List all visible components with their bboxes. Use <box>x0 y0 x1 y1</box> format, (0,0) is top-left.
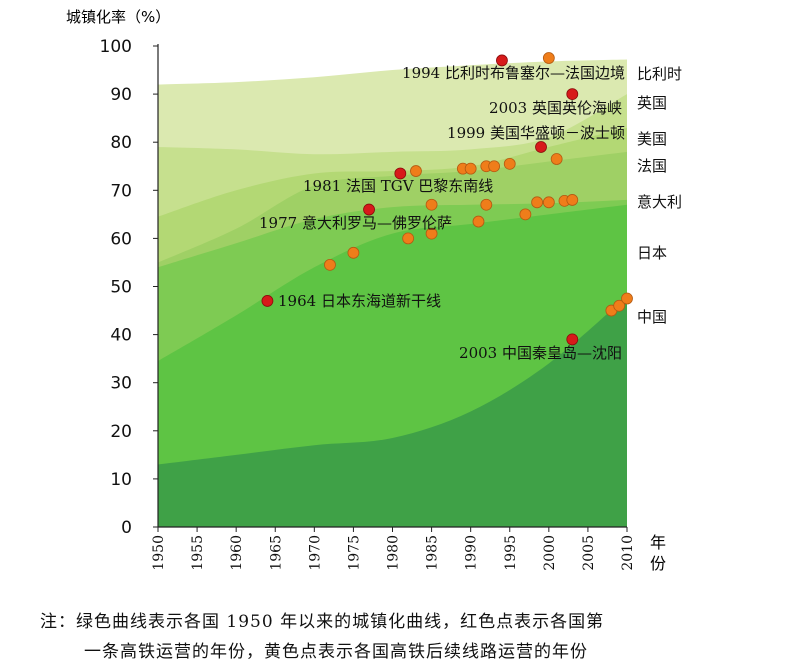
series-label-0: 比利时 <box>637 65 682 83</box>
area-layer <box>158 59 627 528</box>
x-axis-label: 年份 <box>650 533 666 573</box>
subsequent-line-dot <box>519 208 532 221</box>
first-line-label-2: 1981 法国 TGV 巴黎东南线 <box>303 177 493 195</box>
x-tick-label: 1975 <box>346 535 362 571</box>
x-tick-label: 2000 <box>542 535 558 571</box>
subsequent-line-dot <box>531 196 544 209</box>
first-line-dot <box>566 88 579 100</box>
first-line-label-6: 2003 中国秦皇岛—沈阳 <box>459 344 622 362</box>
axes: 0 10 20 30 40 50 60 70 80 90 100 1950 1955 1960 1965 19… <box>100 37 636 571</box>
first-line-dot <box>363 203 375 216</box>
first-line-dot <box>566 333 579 346</box>
series-label-3: 法国 <box>637 157 667 175</box>
first-line-dot <box>496 54 508 67</box>
subsequent-line-dot <box>550 153 563 165</box>
subsequent-line-dot <box>464 162 477 175</box>
subsequent-line-dot <box>402 232 415 245</box>
series-label-1: 英国 <box>637 94 667 112</box>
first-line-label-0: 1964 日本东海道新干线 <box>278 292 441 310</box>
y-tick-label: 0 <box>121 518 132 538</box>
y-tick-label: 40 <box>110 326 132 346</box>
y-tick-label: 80 <box>110 133 132 153</box>
subsequent-line-dot <box>347 246 360 259</box>
x-tick-label: 1985 <box>425 535 441 571</box>
y-axis-label: 城镇化率（%） <box>66 8 170 26</box>
first-line-label-5: 2003 英国英伦海峡 <box>489 99 622 117</box>
first-line-dot <box>535 141 547 153</box>
x-tick-label: 1950 <box>151 535 167 571</box>
first-line-dot <box>394 167 407 180</box>
x-tick-label: 2010 <box>620 535 636 571</box>
series-label-5: 日本 <box>637 244 667 262</box>
subsequent-line-dot <box>480 198 493 211</box>
subsequent-line-dot <box>613 299 626 312</box>
first-line-label-4: 1999 美国华盛顿－波士顿 <box>447 124 625 142</box>
subsequent-line-dot <box>542 52 555 64</box>
x-tick-label: 1970 <box>307 535 323 571</box>
y-tick-label: 30 <box>110 374 132 394</box>
x-tick-label: 2005 <box>581 535 597 571</box>
y-tick-label: 90 <box>110 85 132 105</box>
subsequent-line-dot <box>566 194 579 206</box>
y-tick-label: 60 <box>110 229 132 249</box>
subsequent-line-dot <box>410 165 422 177</box>
subsequent-line-dot <box>503 157 516 170</box>
y-tick-label: 10 <box>110 470 132 490</box>
y-tick-label: 50 <box>110 278 132 298</box>
series-label-6: 中国 <box>637 308 667 326</box>
series-label-2: 美国 <box>637 130 667 148</box>
x-tick-label: 1965 <box>268 535 284 571</box>
y-tick-label: 70 <box>110 181 132 201</box>
x-tick-label: 1990 <box>464 535 480 571</box>
y-tick-label: 20 <box>110 422 132 442</box>
x-tick-label: 1995 <box>503 535 519 571</box>
subsequent-line-dot <box>472 215 485 228</box>
figure-note: 注：绿色曲线表示各国 1950 年以来的城镇化曲线，红色点表示各国第 一条高铁运… <box>40 607 800 667</box>
note-line-2: 一条高铁运营的年份，黄色点表示各国高铁后续线路运营的年份 <box>84 642 588 662</box>
subsequent-line-dot <box>425 227 438 240</box>
subsequent-line-dot <box>542 196 555 209</box>
subsequent-line-dot <box>425 198 438 211</box>
y-tick-label: 100 <box>100 37 132 57</box>
first-line-label-3: 1994 比利时布鲁塞尔—法国边境 <box>402 64 625 82</box>
area-series-6 <box>158 296 627 527</box>
note-line-1: 注：绿色曲线表示各国 1950 年以来的城镇化曲线，红色点表示各国第 <box>40 612 605 632</box>
urbanization-chart: 0 10 20 30 40 50 60 70 80 90 100 1950 1955 1960 1965 19… <box>66 8 682 573</box>
x-tick-label: 1955 <box>190 535 206 571</box>
first-line-dot <box>261 295 274 307</box>
x-tick-label: 1960 <box>229 535 245 571</box>
subsequent-line-dot <box>488 160 501 173</box>
dot-layer <box>261 52 633 346</box>
subsequent-line-dot <box>324 258 336 271</box>
subsequent-line-dot <box>621 292 633 305</box>
first-line-label-1: 1977 意大利罗马—佛罗伦萨 <box>259 214 452 232</box>
series-label-4: 意大利 <box>637 193 682 211</box>
x-tick-label: 1980 <box>386 535 402 571</box>
